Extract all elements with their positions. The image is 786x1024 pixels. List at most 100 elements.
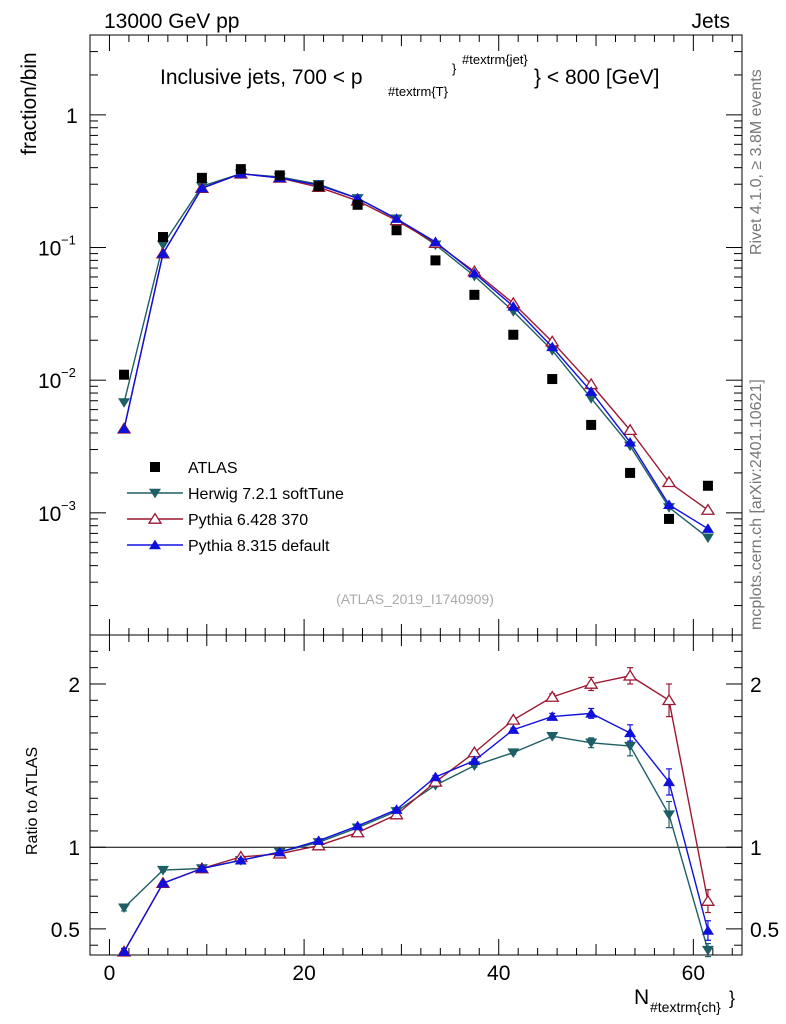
legend-item-data: ATLAS	[150, 460, 238, 477]
point-herwig	[701, 533, 714, 544]
point-data	[586, 419, 597, 430]
point-data	[119, 369, 130, 380]
ratio-point-pythia8	[351, 820, 364, 831]
ratio-point-pythia6	[700, 894, 716, 906]
ratio-point-pythia6	[583, 677, 599, 689]
title-tail: } < 800 [GeV]	[534, 66, 660, 89]
legend-marker-pythia8	[149, 539, 161, 550]
ratio-y-tick-label-left: 1	[68, 837, 80, 860]
ratio-y-axis-label: Ratio to ATLAS	[24, 747, 41, 855]
point-pythia8	[546, 341, 559, 352]
legend-label-pythia8: Pythia 8.315 default	[188, 538, 330, 555]
main-y-tick-label: 10	[38, 238, 61, 261]
ratio-point-pythia6	[661, 693, 677, 706]
x-label-main: N	[634, 986, 649, 1009]
ratio-point-herwig	[546, 732, 559, 742]
legend-item-herwig: Herwig 7.2.1 softTune	[127, 486, 344, 503]
ratio-point-pythia8	[273, 846, 286, 857]
ratio-line-pythia6	[123, 675, 709, 953]
point-herwig	[118, 398, 131, 408]
ratio-point-herwig	[507, 748, 520, 758]
point-pythia8	[429, 236, 442, 247]
point-data	[469, 289, 480, 300]
ratio-series-pythia8	[118, 707, 714, 956]
ratio-y-tick-label-right: 2	[750, 674, 762, 697]
ratio-frame	[89, 634, 743, 956]
ratio-point-pythia8	[585, 707, 598, 718]
ratio-point-pythia8	[507, 724, 520, 734]
point-pythia6	[700, 503, 716, 515]
ratio-point-herwig	[701, 945, 714, 956]
point-data	[547, 374, 558, 385]
legend-label-herwig: Herwig 7.2.1 softTune	[188, 486, 344, 503]
x-label-tail: }	[729, 988, 735, 1008]
ratio-y-tick-label-left: 2	[68, 674, 80, 697]
point-data	[196, 172, 207, 183]
ratio-point-herwig	[156, 865, 169, 876]
ratio-point-pythia6	[622, 669, 638, 681]
point-data	[702, 480, 713, 491]
main-series-group	[116, 164, 716, 544]
legend-label-data: ATLAS	[188, 460, 238, 477]
x-tick-label: 60	[682, 962, 705, 985]
point-pythia8	[468, 267, 481, 278]
point-data	[313, 181, 324, 192]
point-data	[664, 513, 675, 524]
ratio-y-tick-label-right: 0.5	[750, 919, 779, 942]
title-main: Inclusive jets, 700 < p	[160, 66, 363, 89]
process-label: Jets	[691, 10, 730, 33]
main-panel: (ATLAS_2019_I1740909) 110−110−210−3 ATLA…	[38, 34, 743, 636]
x-tick-label: 20	[292, 962, 315, 985]
analysis-id-label: (ATLAS_2019_I1740909)	[336, 591, 494, 607]
ratio-line-pythia8	[123, 712, 709, 953]
ratio-point-pythia6	[506, 713, 521, 725]
x-tick-label: 40	[487, 962, 510, 985]
point-data	[508, 329, 519, 340]
main-axis-ticks: 110−110−210−3	[38, 34, 742, 635]
point-data	[157, 232, 168, 243]
point-pythia6	[622, 423, 638, 436]
main-y-tick-label: 1	[66, 105, 78, 128]
ratio-point-pythia8	[701, 925, 714, 935]
point-data	[352, 199, 363, 210]
ratio-point-pythia8	[546, 711, 559, 721]
ratio-series-pythia6	[116, 667, 716, 957]
point-data	[391, 225, 402, 236]
ratio-point-pythia8	[429, 771, 442, 782]
ratio-series-herwig	[118, 732, 714, 958]
ratio-point-pythia8	[390, 804, 403, 814]
ratio-point-pythia8	[624, 727, 637, 738]
series-data	[119, 164, 713, 524]
main-y-tick-label: 10	[38, 503, 61, 526]
ratio-point-pythia8	[195, 863, 208, 873]
ratio-point-pythia8	[468, 755, 481, 765]
main-y-tick-exponent: −2	[61, 365, 76, 380]
ratio-line-herwig	[123, 735, 709, 951]
legend-label-pythia6: Pythia 6.428 370	[188, 512, 308, 529]
main-y-tick-exponent: −1	[61, 233, 76, 248]
ratio-point-pythia6	[428, 775, 443, 787]
ratio-point-pythia8	[118, 946, 131, 956]
title-subscript: #textrm{T}	[388, 84, 449, 99]
series-line-herwig	[123, 172, 709, 539]
x-label-subscript: #textrm{ch}	[650, 999, 721, 1015]
ratio-point-pythia8	[234, 854, 247, 865]
ratio-point-pythia6	[545, 690, 560, 702]
point-pythia6	[661, 475, 677, 488]
main-y-tick-label: 10	[38, 370, 61, 393]
point-pythia8	[390, 213, 403, 223]
ratio-point-pythia6	[350, 825, 365, 838]
mcplots-source-label: mcplots.cern.ch [arXiv:2401.10621]	[748, 379, 765, 630]
point-herwig	[156, 240, 169, 251]
ratio-point-herwig	[663, 810, 676, 820]
legend-marker-data	[150, 462, 160, 472]
legend: ATLAS Herwig 7.2.1 softTune Pythia 6.428 3…	[127, 460, 344, 555]
point-pythia8	[624, 436, 637, 447]
ratio-y-tick-label-left: 0.5	[51, 919, 80, 942]
ratio-axis-ticks: 2 2 1 1 0.5 0.5 0 20 40 60	[51, 635, 779, 985]
ratio-point-herwig	[624, 741, 637, 752]
legend-item-pythia6: Pythia 6.428 370	[127, 512, 308, 529]
ratio-point-herwig	[585, 738, 598, 749]
main-y-tick-exponent: −3	[61, 498, 76, 513]
